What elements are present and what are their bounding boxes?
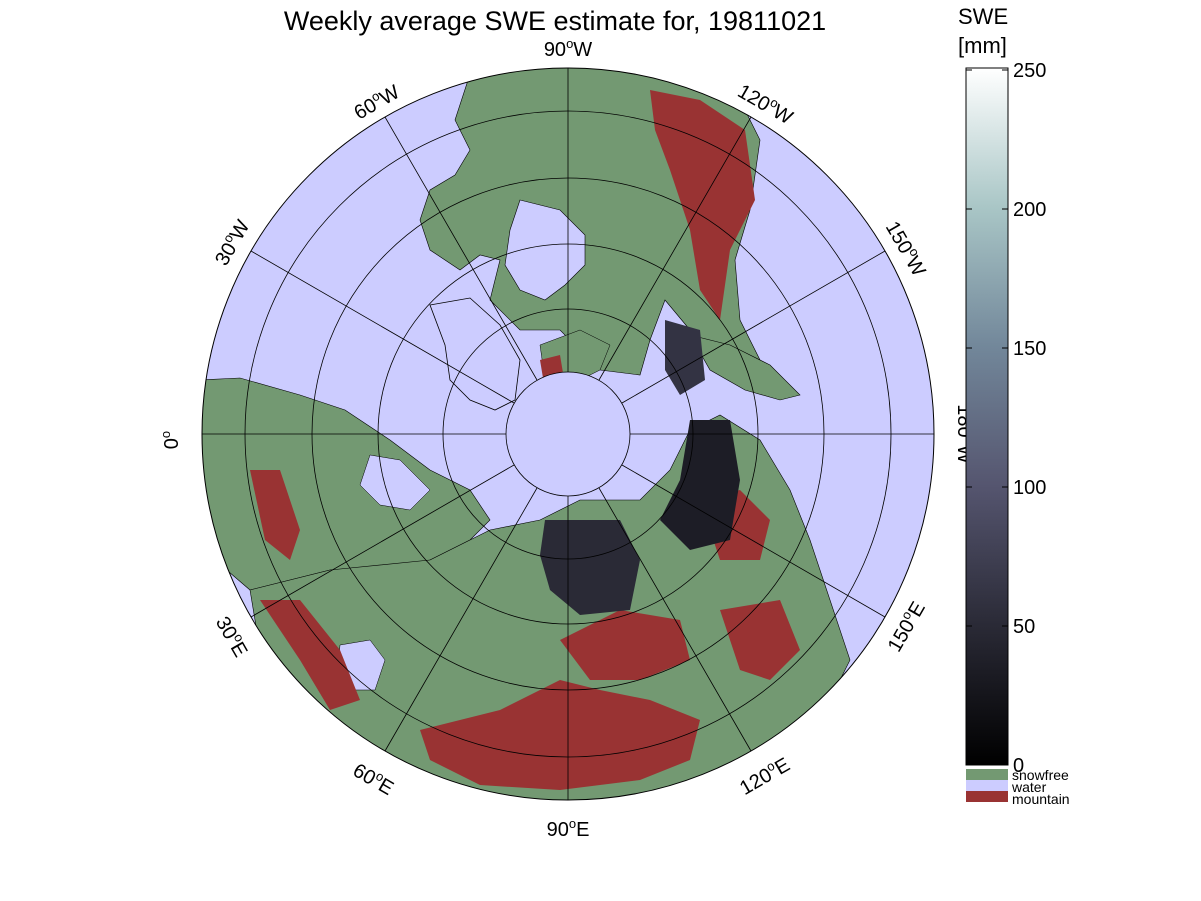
- colorbar-tick-label: 150: [1013, 338, 1046, 360]
- lon-label-90e: 90oE: [547, 816, 590, 841]
- colorbar-tick-label: 250: [1013, 60, 1046, 82]
- colorbar-tick-label: 200: [1013, 199, 1046, 221]
- alaska: [689, 334, 801, 401]
- lon-label-60e: 60oE: [349, 757, 399, 800]
- legend-label-snowfree: snowfree: [1012, 767, 1069, 783]
- lon-label-120e: 120oE: [735, 751, 794, 800]
- colorbar-title-line1: SWE: [958, 4, 1009, 29]
- hudson-bay: [504, 199, 586, 301]
- colorbar: 0 50 100 150 200 250 snowfree water moun…: [965, 60, 1070, 807]
- lon-label-90w: 90oW: [544, 36, 592, 61]
- legend-swatch-snowfree: [966, 769, 1008, 780]
- polar-hole: [506, 372, 630, 496]
- lon-label-30e: 30oE: [211, 611, 254, 661]
- colorbar-tick-marks: [966, 69, 1008, 766]
- map-title: Weekly average SWE estimate for, 1981102…: [283, 6, 827, 36]
- colorbar-tick-label: 50: [1013, 616, 1035, 638]
- legend-label-mountain: mountain: [1012, 791, 1070, 807]
- snow-cover-regions: [540, 320, 740, 615]
- legend-label-water: water: [1011, 779, 1047, 795]
- colorbar-tick-label: 0: [1013, 755, 1024, 777]
- colorbar-gradient: [965, 67, 1009, 766]
- lon-label-0: 0o: [158, 431, 183, 449]
- map-border: [201, 67, 935, 801]
- meridian-lines: [202, 68, 934, 800]
- baltic-sea: [359, 454, 431, 511]
- colorbar-title-line2: [mm]: [958, 33, 1007, 58]
- colorbar-tick-label: 100: [1013, 477, 1046, 499]
- legend-swatch-mountain: [966, 791, 1008, 802]
- greenland: [429, 297, 521, 411]
- map-disc: [202, 68, 934, 800]
- legend-swatch-water: [966, 780, 1008, 791]
